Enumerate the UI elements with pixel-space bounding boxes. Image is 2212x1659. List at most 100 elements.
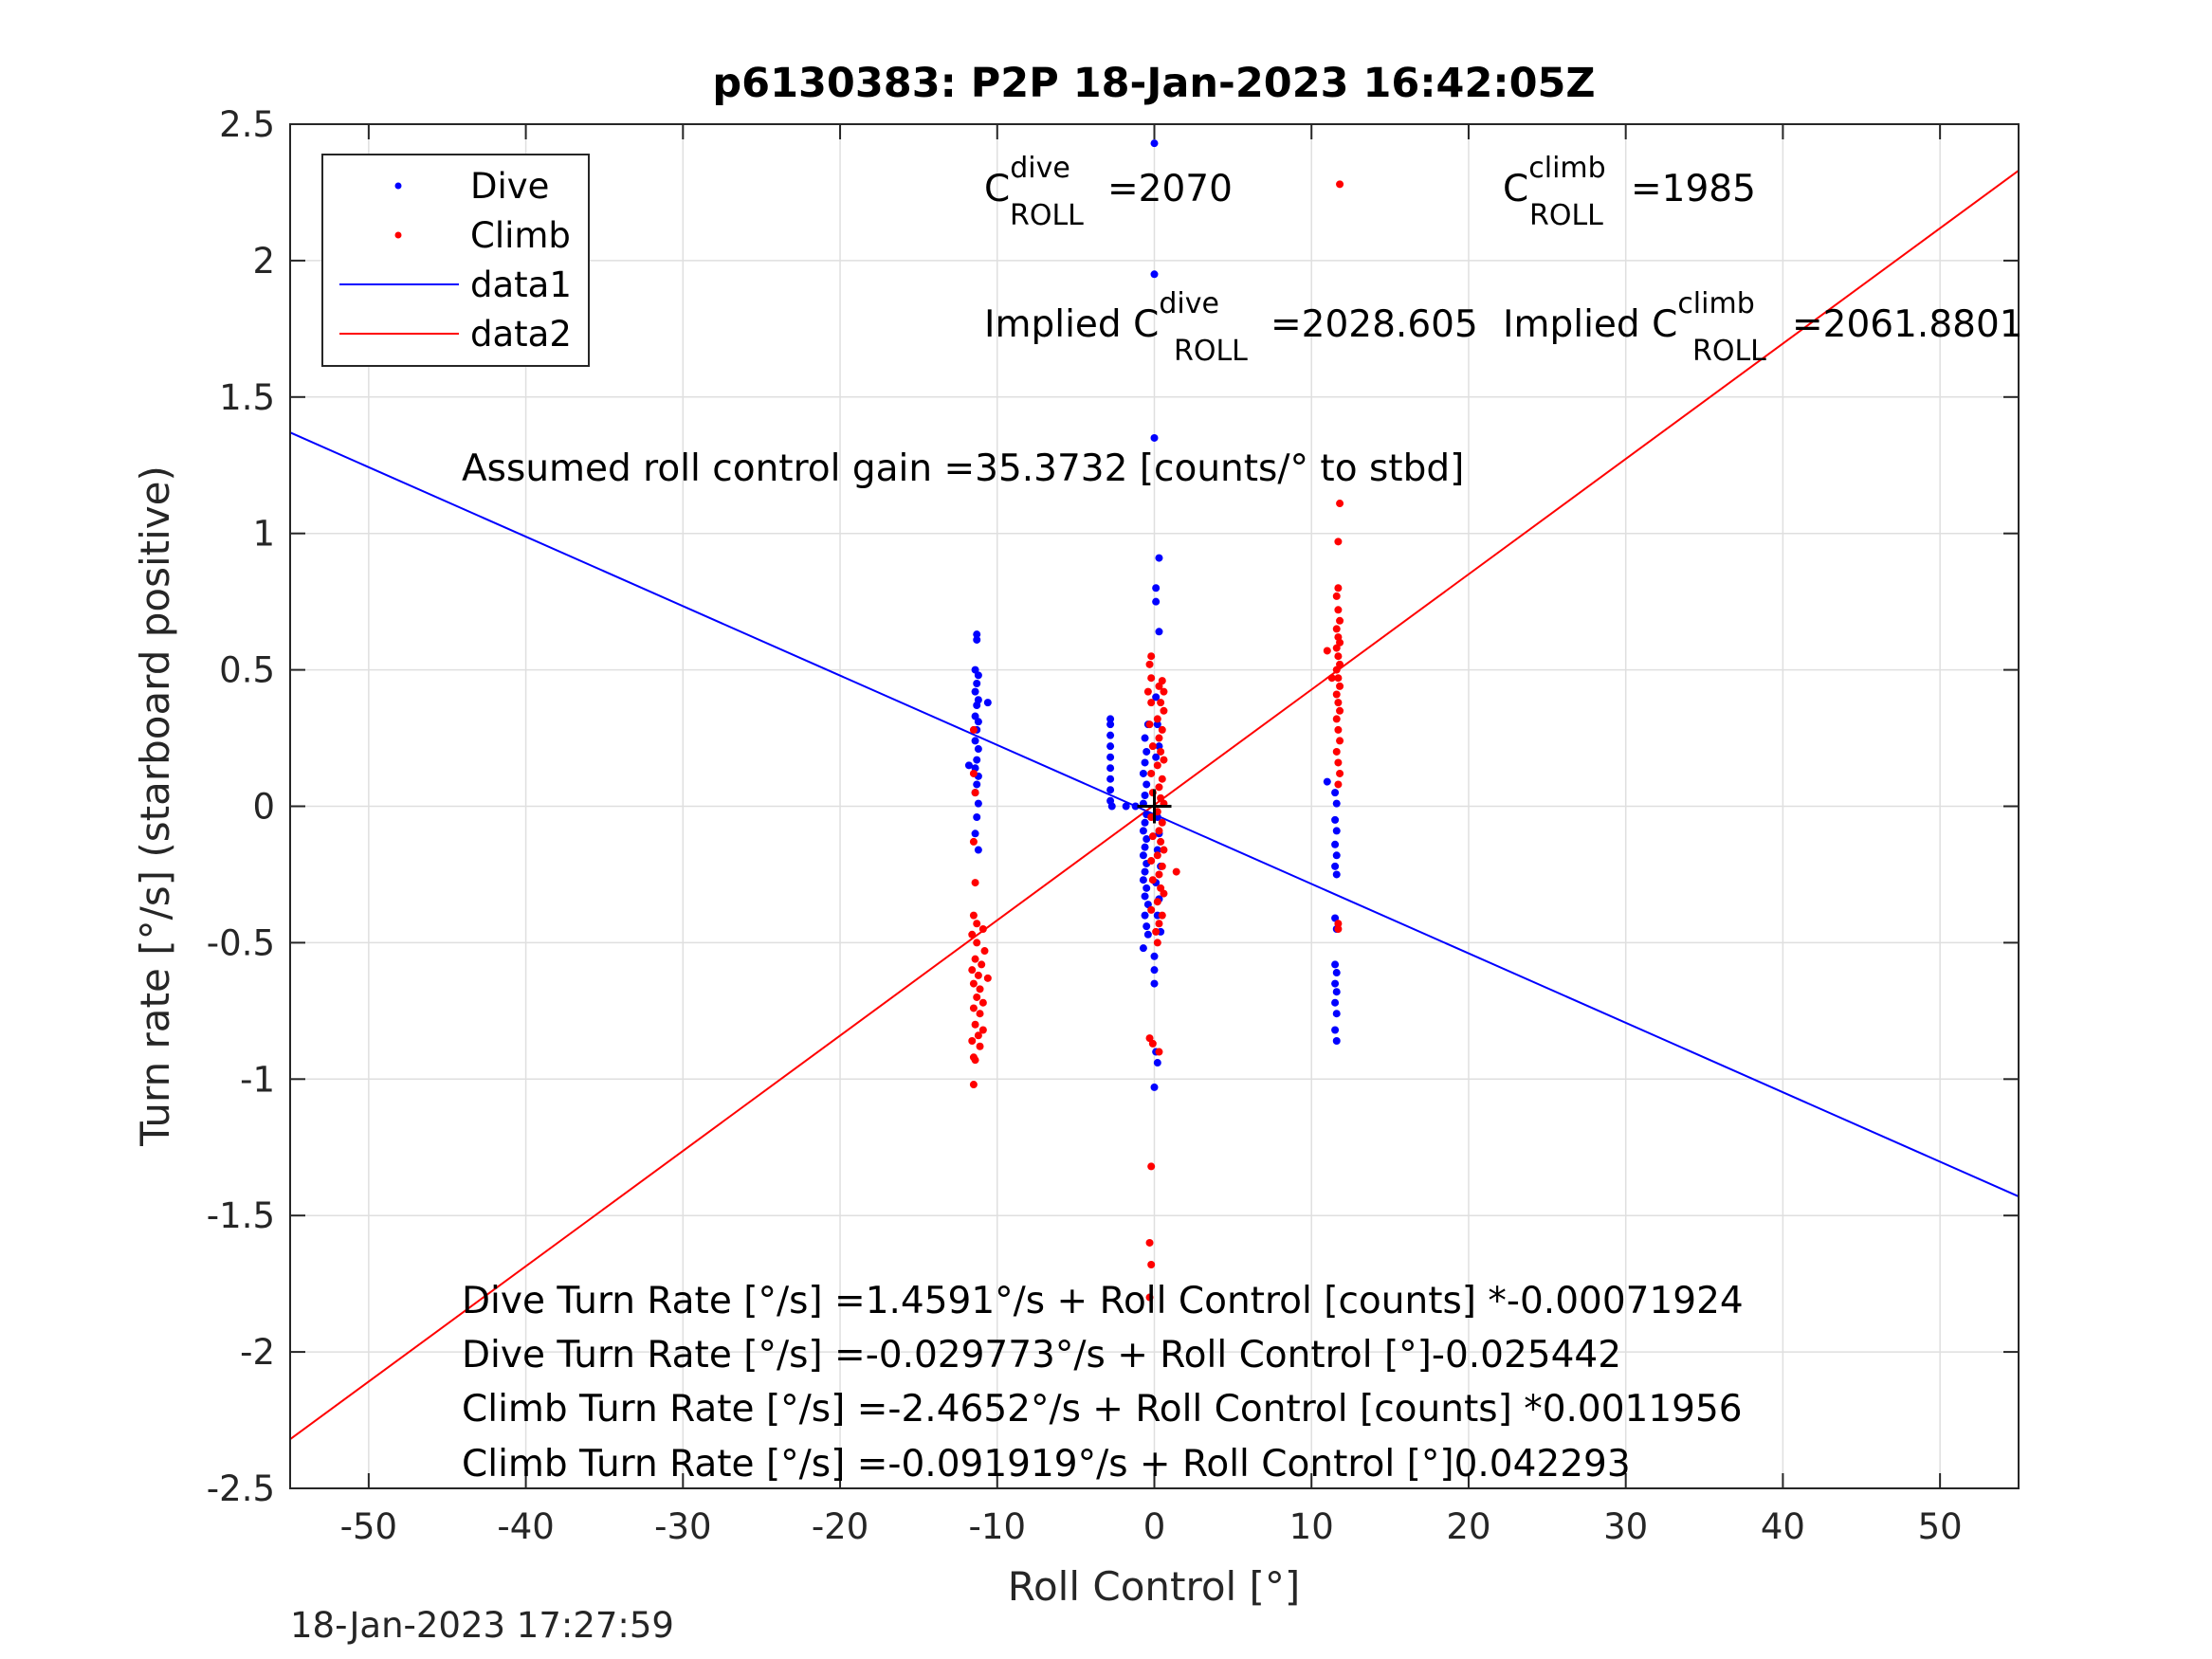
dive-point [1141, 911, 1149, 920]
legend-dive-label: Dive [470, 166, 549, 207]
climb-point [1148, 1039, 1157, 1048]
dive-point [1131, 802, 1140, 811]
climb-point [1147, 652, 1156, 661]
climb-point [1153, 851, 1161, 860]
climb-point [969, 911, 978, 920]
dive-point [1152, 693, 1161, 702]
dive-point [1331, 998, 1340, 1007]
climb-point [1145, 720, 1154, 729]
climb-point [1334, 584, 1343, 592]
dive-point [1155, 554, 1163, 562]
y-tick-label: 1.5 [219, 377, 275, 418]
climb-point [1153, 939, 1161, 947]
x-tick-label: -20 [812, 1506, 868, 1547]
c-climb-sup: climb [1528, 152, 1605, 185]
x-axis-label: Roll Control [°] [1008, 1563, 1301, 1610]
y-tick-labels: 2.5 2 1.5 1 0.5 0 -0.5 -1 -1.5 -2 -2.5 [207, 104, 275, 1509]
dive-point [1332, 1010, 1341, 1018]
climb-point [1147, 674, 1156, 683]
x-tick-label: 30 [1603, 1506, 1648, 1547]
x-tick-label: 20 [1446, 1506, 1490, 1547]
dive-point [974, 745, 982, 754]
climb-point [1336, 706, 1344, 715]
climb-point [971, 955, 979, 963]
dive-point [1141, 758, 1149, 767]
dive-point [1143, 747, 1151, 756]
climb-point [1158, 862, 1166, 870]
dive-point [1152, 753, 1161, 761]
climb-point [1155, 920, 1163, 928]
climb-point [1334, 674, 1343, 683]
dive-point [1139, 827, 1147, 835]
dive-point [1143, 835, 1151, 844]
climb-point [971, 789, 979, 797]
y-tick-label: -0.5 [207, 922, 275, 963]
climb-point [1145, 1238, 1154, 1247]
dive-point [1323, 777, 1331, 786]
climb-point [983, 974, 992, 982]
climb-point [1147, 905, 1156, 914]
climb-point [1160, 889, 1168, 898]
climb-point [1334, 606, 1343, 614]
climb-point [969, 769, 978, 777]
climb-point [1157, 699, 1165, 707]
climb-point [1158, 725, 1166, 734]
climb-point [969, 837, 978, 846]
climb-point [1157, 747, 1165, 756]
y-tick-label: 2 [252, 241, 275, 282]
climb-point [1152, 927, 1161, 936]
climb-point [1143, 687, 1152, 696]
dive-point [971, 687, 979, 696]
dive-point [1139, 769, 1147, 777]
dive-point [1150, 952, 1159, 960]
dive-point [1150, 966, 1159, 975]
climb-point [1153, 715, 1161, 723]
dive-point [1332, 969, 1341, 977]
dive-point [1106, 775, 1115, 783]
x-tick-label: 10 [1289, 1506, 1334, 1547]
dive-point [1331, 789, 1340, 797]
y-axis-label: Turn rate [°/s] (starboard positive) [132, 465, 178, 1147]
axes-box [289, 123, 2020, 1489]
c-climb-sub: ROLL [1529, 199, 1603, 232]
dive-point [1331, 960, 1340, 969]
climb-point [1336, 180, 1344, 189]
c-dive-base: C [984, 168, 1010, 210]
equation-climb-degrees: Climb Turn Rate [°/s] =-0.091919°/s + Ro… [462, 1443, 1631, 1486]
dive-point [1332, 988, 1341, 996]
x-tick-label: -50 [340, 1506, 397, 1547]
dive-point [1143, 780, 1151, 789]
climb-point [1155, 870, 1163, 879]
climb-point [1336, 500, 1344, 508]
equation-climb-counts: Climb Turn Rate [°/s] =-2.4652°/s + Roll… [462, 1388, 1743, 1431]
c-dive-sub: ROLL [1010, 199, 1084, 232]
climb-point [973, 939, 981, 947]
implied-dive-sub: ROLL [1174, 335, 1248, 368]
dive-point [1153, 720, 1161, 729]
dive-point [1143, 922, 1151, 931]
x-tick-label: 50 [1918, 1506, 1963, 1547]
center-marker [1137, 789, 1172, 824]
climb-point [1148, 876, 1157, 884]
x-tick-label: -10 [969, 1506, 1026, 1547]
climb-point [1334, 758, 1343, 767]
equation-dive-counts: Dive Turn Rate [°/s] =1.4591°/s + Roll C… [462, 1280, 1744, 1322]
climb-point [1334, 652, 1343, 661]
climb-point [1147, 699, 1156, 707]
dive-point [1106, 731, 1115, 739]
dive-point [1152, 597, 1161, 606]
dive-point [1141, 867, 1149, 876]
dive-point [974, 671, 982, 680]
climb-point [971, 1020, 979, 1029]
dive-point [1143, 884, 1151, 892]
y-tick-label: -2 [240, 1332, 275, 1373]
dive-point [973, 630, 981, 639]
climb-point [1153, 761, 1161, 770]
dive-point [1332, 1037, 1341, 1046]
climb-point [1334, 920, 1343, 928]
implied-climb-sub: ROLL [1692, 335, 1766, 368]
dive-point [1331, 979, 1340, 988]
implied-dive-value: =2028.605 [1271, 303, 1478, 346]
dive-point [1107, 802, 1116, 811]
